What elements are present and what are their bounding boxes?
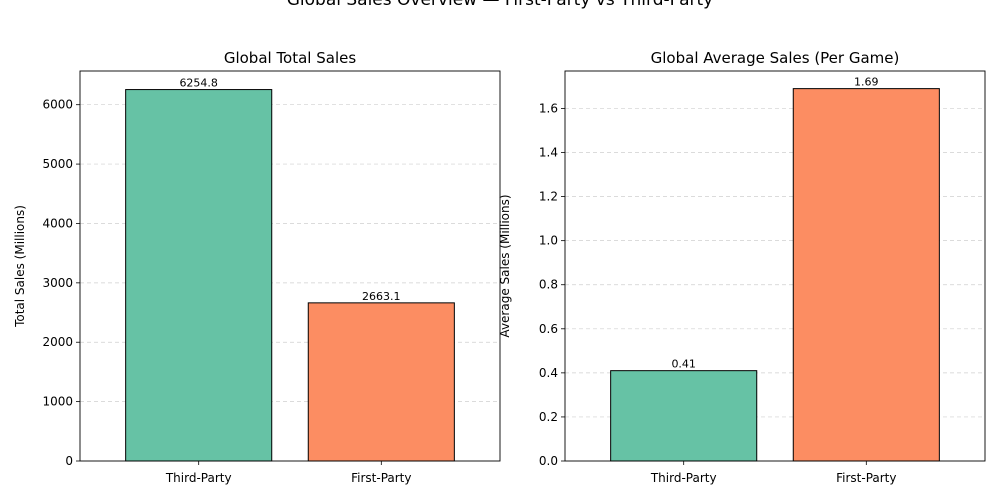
- data-label: 0.41: [671, 358, 696, 371]
- x-tick-label: First-Party: [351, 471, 411, 485]
- y-tick-label: 0: [65, 454, 73, 468]
- y-tick-label: 1.6: [539, 101, 558, 115]
- chart-panels: 6254.8 Third-Party 2663.1 First-Party 0 1000 2…: [13, 49, 986, 485]
- y-tick-label: 1.4: [539, 146, 558, 160]
- data-label: 1.69: [854, 76, 879, 89]
- y-tick-label: 6000: [42, 98, 73, 112]
- x-tick-label: Third-Party: [650, 471, 717, 485]
- y-tick-label: 0.4: [539, 366, 558, 380]
- y-tick-label: 0.8: [539, 278, 558, 292]
- y-tick-label: 0.0: [539, 454, 558, 468]
- bar-third-party: [610, 370, 758, 462]
- x-tick-label: First-Party: [836, 471, 896, 485]
- y-tick-label: 3000: [42, 276, 73, 290]
- y-axis-label: Total Sales (Millions): [13, 205, 27, 328]
- chart-title: Global Average Sales (Per Game): [651, 49, 900, 67]
- chart-title: Global Total Sales: [224, 49, 357, 67]
- y-tick-label: 0.6: [539, 322, 558, 336]
- x-tick-label: Third-Party: [165, 471, 232, 485]
- figure-title: Global Sales Overview — First-Party vs T…: [287, 0, 714, 10]
- bar-third-party: [125, 89, 273, 462]
- data-label: 6254.8: [179, 77, 218, 90]
- y-tick-label: 1000: [42, 395, 73, 409]
- bar-first-party: [792, 88, 940, 462]
- y-tick-label: 1.2: [539, 190, 558, 204]
- axes-frame: [79, 70, 501, 462]
- y-tick-label: 4000: [42, 216, 73, 230]
- y-tick-label: 1.0: [539, 234, 558, 248]
- y-tick-label: 0.2: [539, 410, 558, 424]
- data-label: 2663.1: [362, 290, 401, 303]
- bar-first-party: [307, 302, 455, 462]
- bar-chart-1: 6254.8 Third-Party 2663.1 First-Party 0 1000 2…: [13, 49, 501, 485]
- y-axis-label: Average Sales (Millions): [498, 194, 512, 337]
- axes-frame: [564, 70, 986, 462]
- y-tick-label: 2000: [42, 335, 73, 349]
- bar-chart-2: 0.41 Third-Party 1.69 First-Party 0.0 0.2 0.4 0…: [498, 49, 986, 485]
- y-tick-label: 5000: [42, 157, 73, 171]
